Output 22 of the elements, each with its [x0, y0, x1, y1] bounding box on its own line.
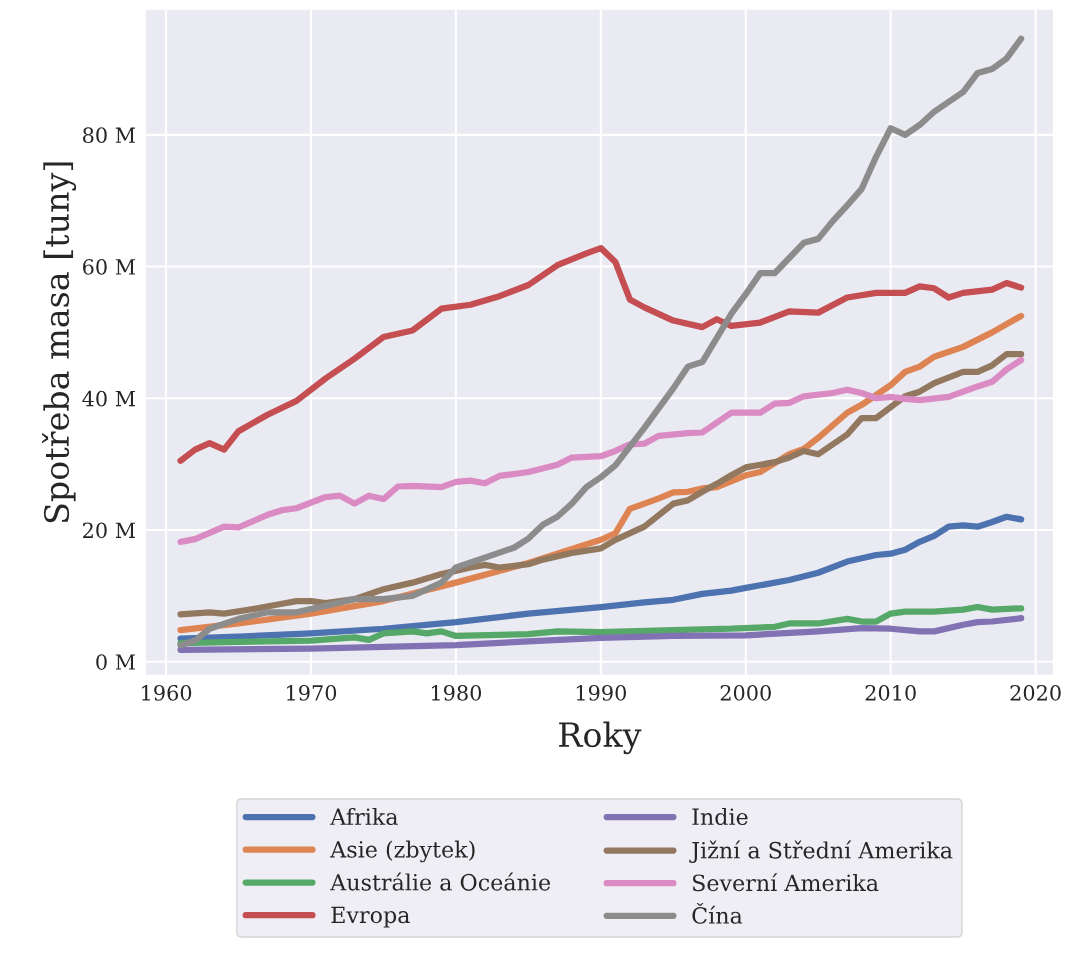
- legend-label: Severní Amerika: [693, 873, 879, 892]
- x-tick-label: 2010: [865, 684, 916, 701]
- y-tick-label: 20 M: [83, 522, 136, 539]
- legend-label: Jižní a Střední Amerika: [689, 840, 953, 863]
- x-tick-label: 1980: [431, 684, 482, 701]
- y-tick-label: 80 M: [83, 127, 136, 144]
- x-tick-label: 2000: [720, 684, 771, 701]
- x-axis-title: Roky: [559, 721, 642, 755]
- x-tick-label: 2020: [1010, 684, 1061, 701]
- x-tick-label: 1970: [287, 684, 337, 701]
- legend-label: Evropa: [331, 906, 410, 928]
- y-tick-label: 0 M: [96, 654, 136, 670]
- x-tick-label: 1990: [576, 684, 626, 701]
- legend-label: Afrika: [330, 807, 398, 826]
- legend-label: Asie (zbytek): [330, 840, 475, 863]
- legend-label: Čína: [692, 902, 743, 924]
- legend-label: Indie: [692, 807, 748, 826]
- x-tick-label: 1960: [142, 684, 192, 701]
- y-tick-label: 60 M: [83, 259, 136, 275]
- y-axis-title: Spotřeba masa [tuny]: [41, 162, 77, 523]
- legend-label: Austrálie a Oceánie: [330, 872, 551, 891]
- y-tick-label: 40 M: [82, 390, 136, 407]
